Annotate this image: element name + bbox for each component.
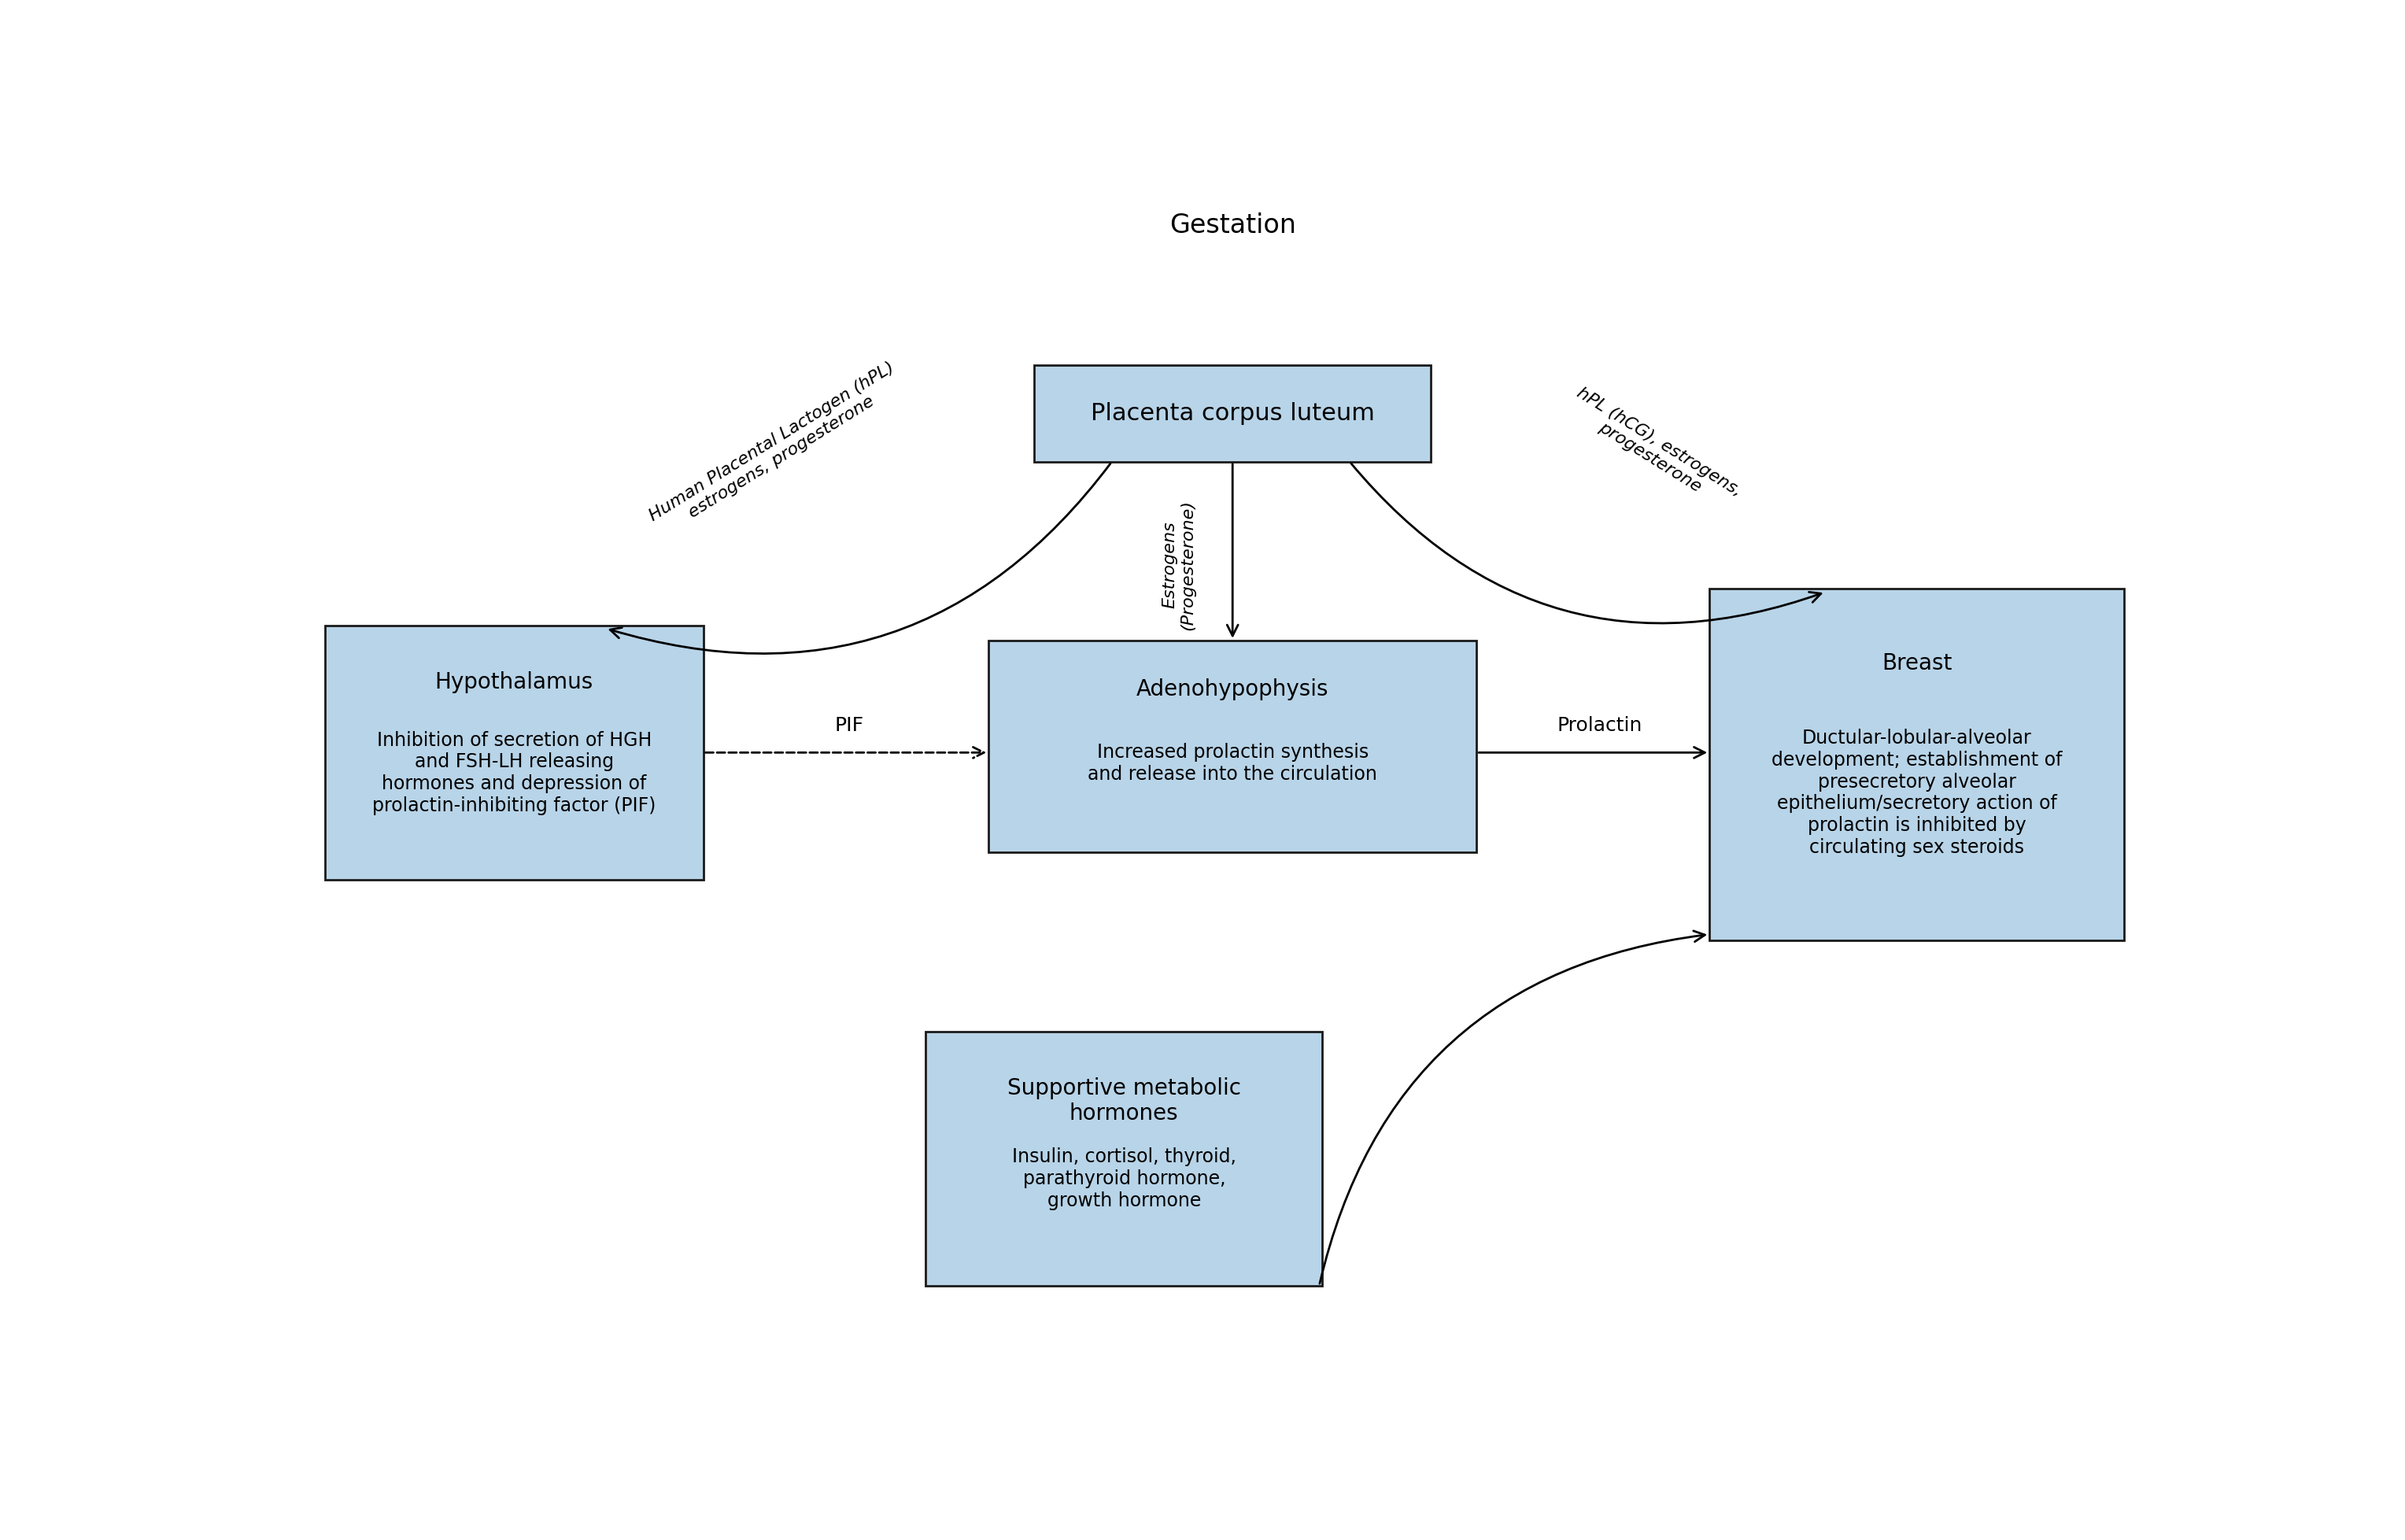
Text: Ductular-lobular-alveolar
development; establishment of
presecretory alveolar
ep: Ductular-lobular-alveolar development; e… xyxy=(1772,728,2061,856)
Text: Estrogens
(Progesterone): Estrogens (Progesterone) xyxy=(1162,499,1195,630)
Text: PIF: PIF xyxy=(835,716,863,735)
FancyArrowPatch shape xyxy=(705,747,984,758)
Text: Placenta corpus luteum: Placenta corpus luteum xyxy=(1089,402,1376,425)
Text: Breast: Breast xyxy=(1881,653,1953,675)
Text: Prolactin: Prolactin xyxy=(1556,716,1643,735)
Text: Gestation: Gestation xyxy=(1169,213,1296,239)
Text: hPL (hCG), estrogens,
progesterone: hPL (hCG), estrogens, progesterone xyxy=(1566,385,1744,514)
FancyBboxPatch shape xyxy=(988,641,1477,853)
FancyBboxPatch shape xyxy=(1034,365,1431,462)
Text: Inhibition of secretion of HGH
and FSH-LH releasing
hormones and depression of
p: Inhibition of secretion of HGH and FSH-L… xyxy=(373,730,657,815)
Text: Hypothalamus: Hypothalamus xyxy=(435,671,594,693)
FancyArrowPatch shape xyxy=(1320,930,1705,1284)
Text: Supportive metabolic
hormones: Supportive metabolic hormones xyxy=(1008,1076,1241,1124)
Text: Human Placental Lactogen (hPL)
estrogens, progesterone: Human Placental Lactogen (hPL) estrogens… xyxy=(647,359,907,539)
FancyBboxPatch shape xyxy=(1710,588,2124,941)
FancyArrowPatch shape xyxy=(1479,747,1705,758)
FancyBboxPatch shape xyxy=(325,625,702,879)
FancyBboxPatch shape xyxy=(926,1032,1323,1286)
Text: Adenohypophysis: Adenohypophysis xyxy=(1135,679,1330,701)
FancyArrowPatch shape xyxy=(611,464,1111,653)
Text: Increased prolactin synthesis
and release into the circulation: Increased prolactin synthesis and releas… xyxy=(1087,744,1378,784)
FancyArrowPatch shape xyxy=(1227,464,1239,636)
FancyArrowPatch shape xyxy=(1352,464,1821,624)
Text: Insulin, cortisol, thyroid,
parathyroid hormone,
growth hormone: Insulin, cortisol, thyroid, parathyroid … xyxy=(1013,1147,1236,1210)
